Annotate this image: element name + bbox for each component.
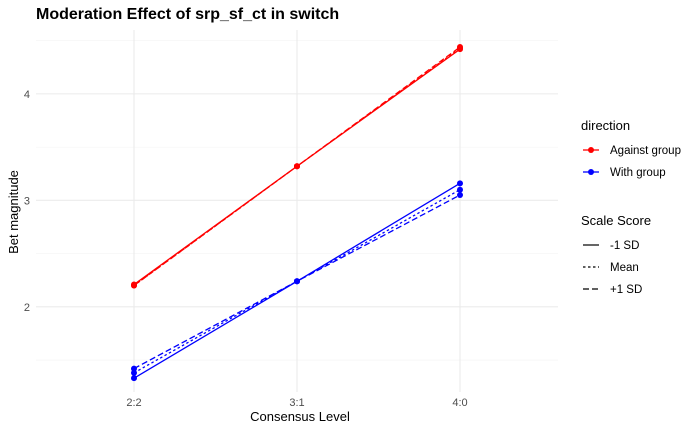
chart-title: Moderation Effect of srp_sf_ct in switch	[36, 6, 339, 23]
legend-key-point	[588, 147, 594, 153]
legend-scale-score: Scale Score -1 SD Mean +1 SD	[581, 213, 651, 296]
data-point	[457, 44, 463, 51]
x-tick-labels: 2:2 3:1 4:0	[126, 397, 467, 409]
x-tick-label: 2:2	[126, 397, 141, 409]
legend-direction: direction Against group With group	[581, 118, 681, 179]
legend-scale-score-title: Scale Score	[581, 213, 651, 228]
x-axis-label: Consensus Level	[250, 409, 350, 424]
data-point	[131, 282, 137, 289]
x-tick-label: 3:1	[289, 397, 304, 409]
data-point	[457, 186, 463, 193]
data-point	[294, 278, 300, 285]
y-tick-labels: 2 3 4	[24, 89, 30, 314]
legend-direction-label: With group	[610, 167, 666, 179]
x-tick-label: 4:0	[452, 397, 467, 409]
data-point	[457, 192, 463, 199]
data-point	[131, 375, 137, 382]
y-tick-label: 2	[24, 302, 30, 314]
grid	[36, 30, 558, 392]
legend-direction-label: Against group	[610, 145, 681, 157]
y-tick-label: 4	[24, 89, 30, 101]
data-point	[457, 180, 463, 187]
data-point	[294, 163, 300, 170]
y-axis-label: Bet magnitude	[6, 170, 21, 254]
y-tick-label: 3	[24, 195, 30, 207]
series-layer	[131, 44, 463, 382]
legend-scale-label: -1 SD	[610, 240, 639, 252]
legend-scale-label: Mean	[610, 262, 639, 274]
data-point	[131, 369, 137, 376]
legend-direction-title: direction	[581, 118, 630, 133]
data-point	[131, 365, 137, 372]
legend-key-point	[588, 169, 594, 175]
legend-scale-label: +1 SD	[610, 284, 642, 296]
